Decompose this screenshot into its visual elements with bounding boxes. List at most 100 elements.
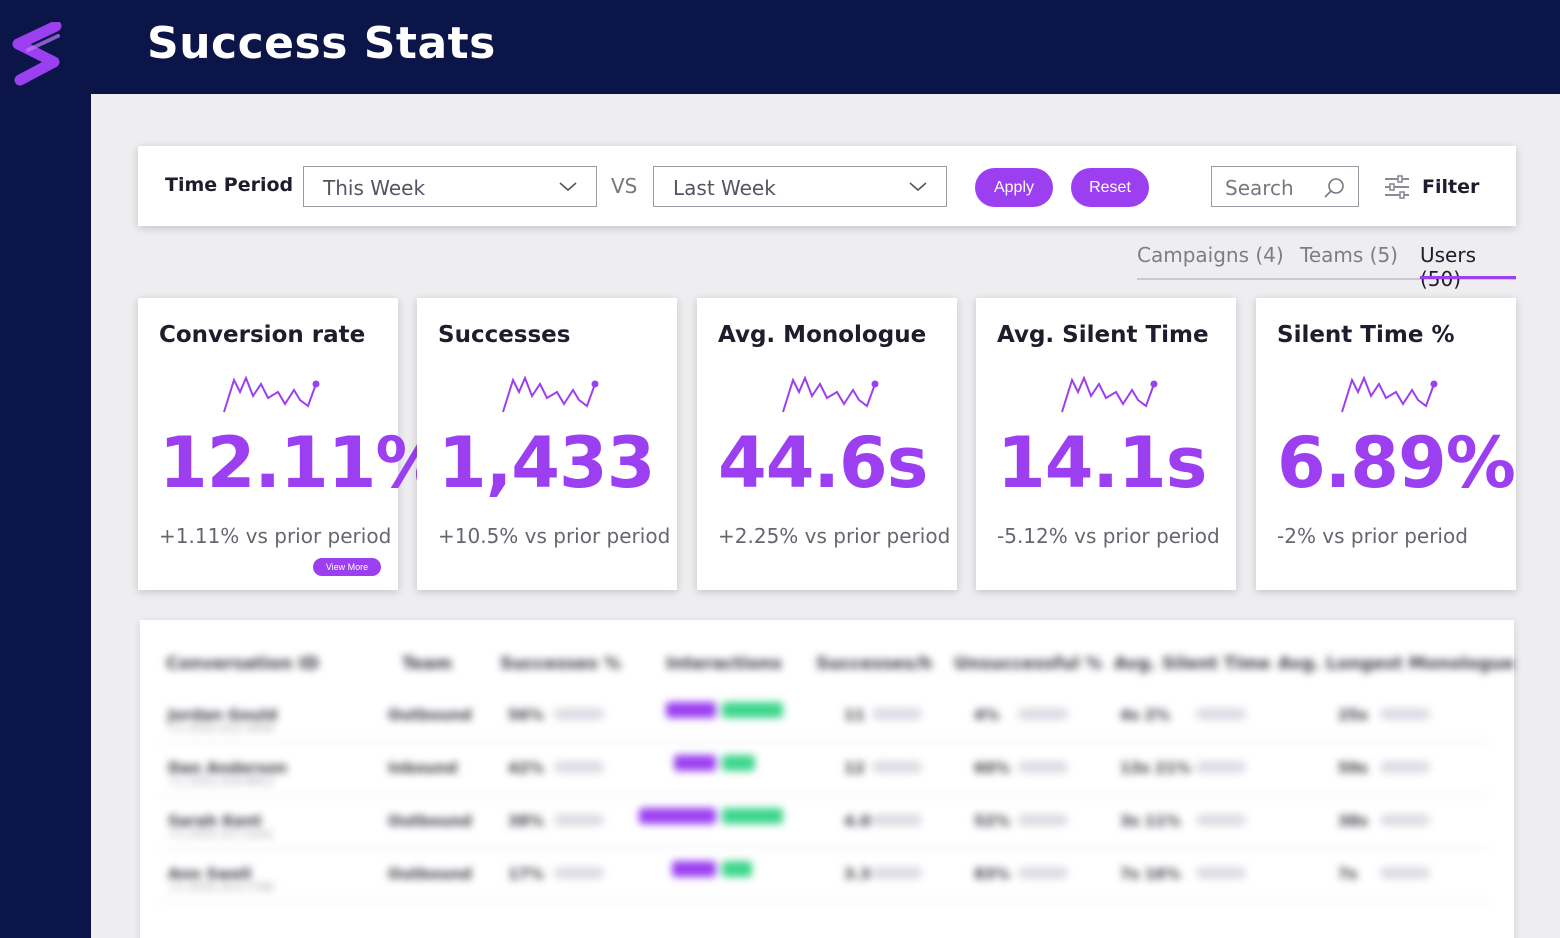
page-title: Success Stats xyxy=(147,18,496,69)
table-row[interactable]: Ann Swell +1 (555) 013-7790 Outbound 17%… xyxy=(160,849,1490,902)
row-successes: 42% xyxy=(508,759,544,777)
chevron-down-icon xyxy=(559,182,577,192)
trend-chip xyxy=(1018,761,1068,773)
filter-button[interactable]: Filter xyxy=(1383,172,1479,202)
current-period-value: This Week xyxy=(323,176,426,200)
metric-delta: +2.25% vs prior period xyxy=(718,524,951,548)
row-successes-per-hour: 11 xyxy=(844,706,865,724)
row-monologue: 7s xyxy=(1338,865,1358,883)
column-header[interactable]: Avg. Longest Monologue xyxy=(1278,654,1515,674)
sparkline-icon xyxy=(502,375,599,413)
trend-chip xyxy=(1196,867,1246,879)
sparkline-icon xyxy=(223,375,320,413)
column-header[interactable]: Team xyxy=(402,654,453,674)
trend-chip xyxy=(872,814,922,826)
trend-chip xyxy=(554,814,604,826)
current-period-select[interactable]: This Week xyxy=(303,166,597,207)
row-name: Sarah Kent xyxy=(168,812,262,830)
interactions-success-bar xyxy=(674,755,716,771)
trend-chip xyxy=(1018,867,1068,879)
row-successes-per-hour: 3.3 xyxy=(844,865,871,883)
row-subtitle: +1 (555) 013-7790 xyxy=(168,881,274,894)
search-placeholder: Search xyxy=(1225,176,1294,200)
trend-chip xyxy=(1380,867,1430,879)
row-team: Inbound xyxy=(388,759,458,777)
metric-card-silent-time-pct[interactable]: Silent Time % 6.89% -2% vs prior period xyxy=(1256,298,1516,590)
metric-title: Silent Time % xyxy=(1277,322,1455,348)
trend-chip xyxy=(872,708,922,720)
metric-card-avg-silent-time[interactable]: Avg. Silent Time 14.1s -5.12% vs prior p… xyxy=(976,298,1236,590)
tab-teams[interactable]: Teams (5) xyxy=(1300,243,1398,267)
row-successes-per-hour: 12 xyxy=(844,759,865,777)
row-monologue: 59s xyxy=(1338,759,1368,777)
sparkline-icon xyxy=(1341,375,1438,413)
row-silent-time: 7s 16% xyxy=(1120,865,1181,883)
interactions-fail-bar xyxy=(722,755,755,771)
column-header[interactable]: Successes/h xyxy=(816,654,933,674)
metric-card-avg-monologue[interactable]: Avg. Monologue 44.6s +2.25% vs prior per… xyxy=(697,298,957,590)
row-name: Ann Swell xyxy=(168,865,252,883)
metric-title: Avg. Silent Time xyxy=(997,322,1209,348)
metric-title: Conversion rate xyxy=(159,322,366,348)
row-monologue: 25s xyxy=(1338,706,1368,724)
sidebar xyxy=(0,94,91,938)
interactions-fail-bar xyxy=(722,702,783,718)
interactions-success-bar xyxy=(639,808,716,824)
row-subtitle: +1 (555) 012-3456 xyxy=(168,722,274,735)
search-input[interactable]: Search xyxy=(1211,166,1359,207)
trend-chip xyxy=(1196,761,1246,773)
apply-button[interactable]: Apply xyxy=(975,168,1053,207)
metric-card-successes[interactable]: Successes 1,433 +10.5% vs prior period xyxy=(417,298,677,590)
row-unsuccessful: 83% xyxy=(974,865,1010,883)
row-team: Outbound xyxy=(388,706,472,724)
row-successes: 38% xyxy=(508,812,544,830)
reset-button[interactable]: Reset xyxy=(1071,168,1149,207)
interactions-fail-bar xyxy=(722,861,752,877)
interactions-success-bar xyxy=(672,861,716,877)
column-header[interactable]: Successes % xyxy=(500,654,621,674)
trend-chip xyxy=(554,708,604,720)
row-name: Jordan Gould xyxy=(168,706,278,724)
trend-chip xyxy=(872,867,922,879)
trend-chip xyxy=(872,761,922,773)
column-header[interactable]: Interactions xyxy=(666,654,782,674)
trend-chip xyxy=(1196,708,1246,720)
top-bar: Success Stats xyxy=(0,0,1560,94)
view-more-button[interactable]: View More xyxy=(313,558,381,576)
metric-value: 44.6s xyxy=(718,422,928,504)
metric-card-conversion-rate[interactable]: Conversion rate 12.11% +1.11% vs prior p… xyxy=(138,298,446,590)
users-table: Conversation ID Team Successes % Interac… xyxy=(140,620,1514,938)
sliders-icon xyxy=(1385,175,1409,199)
tab-users[interactable]: Users (50) xyxy=(1420,243,1477,291)
metric-value: 6.89% xyxy=(1277,422,1516,504)
users-table-content: Conversation ID Team Successes % Interac… xyxy=(140,620,1514,938)
table-row[interactable]: Jordan Gould +1 (555) 012-3456 Outbound … xyxy=(160,690,1490,743)
row-silent-time: 3s 11% xyxy=(1120,812,1181,830)
trend-chip xyxy=(1018,708,1068,720)
row-silent-time: 13s 21% xyxy=(1120,759,1191,777)
column-header[interactable]: Avg. Silent Time xyxy=(1114,654,1271,674)
sparkline-icon xyxy=(782,375,879,413)
interactions-fail-bar xyxy=(722,808,783,824)
compare-period-select[interactable]: Last Week xyxy=(653,166,947,207)
metric-delta: +10.5% vs prior period xyxy=(438,524,671,548)
time-period-label: Time Period xyxy=(165,174,294,196)
trend-chip xyxy=(554,761,604,773)
filter-bar: Time Period This Week VS Last Week Apply… xyxy=(138,146,1516,226)
metric-value: 14.1s xyxy=(997,422,1207,504)
view-tabs: Campaigns (4) Teams (5) Users (50) xyxy=(1137,243,1516,291)
metric-value: 12.11% xyxy=(159,422,446,504)
sparkline-icon xyxy=(1061,375,1158,413)
row-silent-time: 4s 2% xyxy=(1120,706,1171,724)
trend-chip xyxy=(1380,761,1430,773)
trend-chip xyxy=(554,867,604,879)
column-header[interactable]: Unsuccessful % xyxy=(954,654,1103,674)
row-successes-per-hour: 4.0 xyxy=(844,812,871,830)
tab-campaigns[interactable]: Campaigns (4) xyxy=(1137,243,1284,267)
metric-value: 1,433 xyxy=(438,422,655,504)
column-header[interactable]: Conversation ID xyxy=(166,654,319,674)
s-logo-icon[interactable] xyxy=(10,22,74,88)
compare-period-value: Last Week xyxy=(673,176,776,200)
table-row[interactable]: Sarah Kent +1 (555) 017-2241 Outbound 38… xyxy=(160,796,1490,849)
table-row[interactable]: Dan Anderson +1 (555) 019-8812 Inbound 4… xyxy=(160,743,1490,796)
